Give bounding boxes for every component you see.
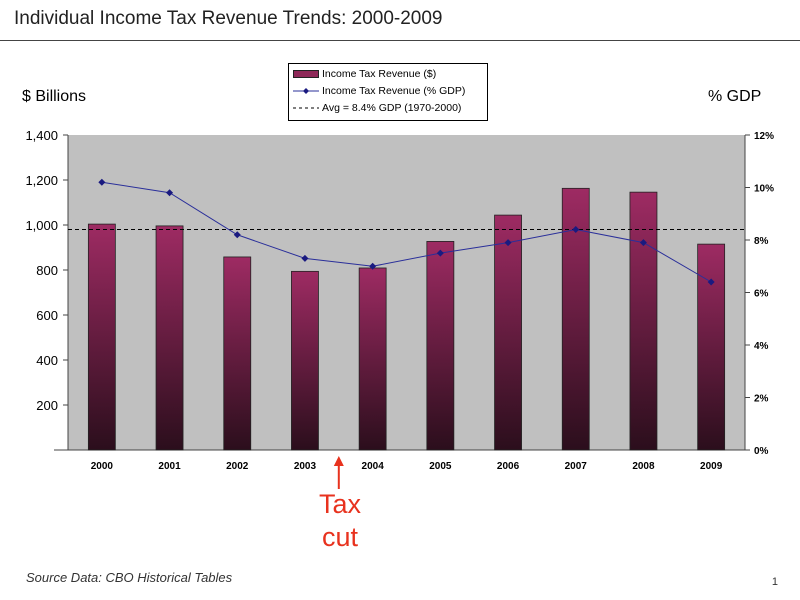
title-divider — [0, 40, 800, 41]
gdp-point-2002 — [233, 231, 241, 239]
bar-2001 — [155, 225, 184, 451]
gdp-point-2008 — [639, 239, 647, 247]
x-tick-label: 2009 — [700, 461, 723, 472]
legend-item-line: Income Tax Revenue (% GDP) — [293, 83, 465, 99]
x-tick-label: 2000 — [91, 461, 114, 472]
right-tick-label: 0% — [754, 446, 769, 457]
gdp-point-2004 — [369, 262, 377, 270]
x-tick-label: 2004 — [362, 461, 385, 472]
x-tick-label: 2007 — [565, 461, 588, 472]
gdp-line — [101, 181, 712, 283]
dashed-line-icon — [293, 107, 319, 109]
legend-item-avg: Avg = 8.4% GDP (1970-2000) — [293, 100, 461, 116]
x-tick-label: 2008 — [632, 461, 655, 472]
left-tick-label: 1,400 — [25, 128, 58, 143]
bar-2005 — [426, 241, 455, 451]
page-number: 1 — [771, 576, 778, 588]
legend-label: Avg = 8.4% GDP (1970-2000) — [322, 102, 462, 114]
right-tick-label: 12% — [754, 131, 774, 142]
left-tick-label: 600 — [36, 308, 58, 323]
right-tick-label: 4% — [754, 341, 769, 352]
page-title: Individual Income Tax Revenue Trends: 20… — [14, 8, 443, 29]
gdp-point-2009 — [707, 278, 715, 286]
left-tick-label: 1,200 — [25, 173, 58, 188]
x-tick-label: 2003 — [294, 461, 317, 472]
annotation-line: cut — [321, 522, 359, 552]
left-tick-label: 800 — [36, 263, 58, 278]
bar-2002 — [223, 256, 252, 451]
line-marker-icon — [293, 88, 319, 94]
gdp-point-2001 — [166, 189, 174, 197]
left-tick-label: 200 — [36, 398, 58, 413]
bar-2008 — [629, 191, 658, 451]
left-axis-label: $ Billions — [22, 88, 87, 105]
x-tick-label: 2006 — [497, 461, 520, 472]
right-tick-label: 10% — [754, 184, 774, 195]
gdp-point-2005 — [436, 249, 444, 257]
bar-2009 — [697, 243, 726, 451]
bar-2006 — [494, 214, 522, 451]
tax-cut-annotation: Tax cut — [300, 488, 380, 554]
left-tick-label: 400 — [36, 353, 58, 368]
x-tick-label: 2002 — [226, 461, 249, 472]
legend: Income Tax Revenue ($) Income Tax Revenu… — [288, 63, 488, 121]
x-tick-label: 2005 — [429, 461, 452, 472]
right-tick-label: 8% — [754, 236, 769, 247]
legend-item-bar: Income Tax Revenue ($) — [293, 66, 436, 82]
bar-2004 — [358, 267, 387, 451]
left-tick-label: 1,000 — [25, 218, 58, 233]
bar-2000 — [87, 223, 116, 451]
gdp-point-2003 — [301, 254, 309, 262]
annotation-line: Tax — [318, 489, 362, 519]
legend-label: Income Tax Revenue (% GDP) — [322, 85, 466, 97]
bar-swatch-icon — [293, 70, 319, 78]
source-note: Source Data: CBO Historical Tables — [26, 570, 233, 585]
gdp-point-2007 — [572, 226, 580, 233]
gdp-point-2006 — [504, 239, 512, 247]
right-axis-label: % GDP — [708, 88, 762, 105]
x-tick-label: 2001 — [158, 461, 181, 472]
right-tick-label: 6% — [754, 289, 769, 300]
legend-label: Income Tax Revenue ($) — [322, 68, 437, 80]
arrow-head-icon — [333, 456, 344, 466]
gdp-point-2000 — [98, 178, 106, 186]
bar-2003 — [291, 270, 319, 451]
right-tick-label: 2% — [754, 394, 769, 405]
